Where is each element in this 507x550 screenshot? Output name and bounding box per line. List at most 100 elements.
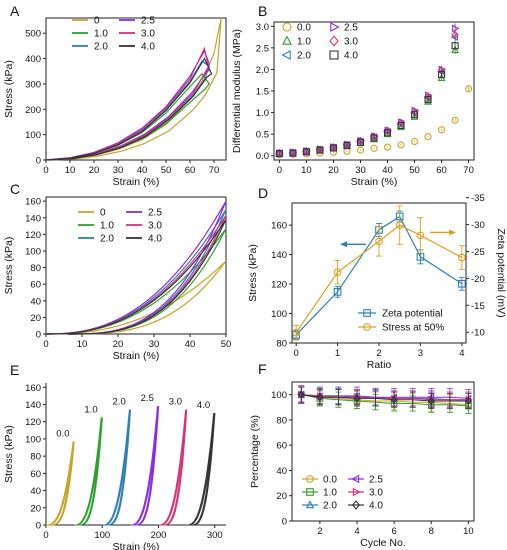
data-point <box>375 237 383 246</box>
panel-label: D <box>258 185 268 201</box>
legend-label: 2.5 <box>369 475 383 486</box>
data-point <box>458 279 466 288</box>
data-point-4.0 <box>302 148 310 156</box>
y-tick-label: 20 <box>30 503 41 514</box>
legend-label: 1.0 <box>100 221 114 232</box>
x-tick-label: 50 <box>221 339 232 350</box>
x-axis-label: Strain (%) <box>113 350 160 362</box>
x-tick-label: 40 <box>185 339 196 350</box>
legend-marker <box>330 22 340 32</box>
y-tick-label: 160 <box>25 197 41 208</box>
data-point-4.0 <box>316 392 324 402</box>
x-axis-label: Strain (%) <box>113 541 160 550</box>
x-tick-label: 8 <box>429 526 434 537</box>
data-point-4.0 <box>370 134 378 142</box>
y-tick-label: 100 <box>25 130 41 141</box>
series-loop-2.5 <box>45 200 227 335</box>
data-point-0.0 <box>424 133 432 141</box>
x-tick-label: 0 <box>43 165 48 176</box>
data-point <box>395 221 404 229</box>
y2-axis-label: Zeta potential (mV) <box>495 228 507 317</box>
cycle-loop-1.0 <box>75 417 103 526</box>
legend-label: Zeta potential <box>382 309 443 320</box>
series-line-0.0 <box>301 394 469 406</box>
y2-tick-label: -20 <box>471 274 485 285</box>
plot-frame <box>291 381 475 522</box>
legend-marker <box>282 35 292 45</box>
data-point <box>416 231 425 240</box>
legend-label: 0 <box>100 208 106 219</box>
data-point-4.0 <box>383 129 392 137</box>
data-point-3.0 <box>451 30 459 40</box>
y-tick-label: 1.5 <box>256 87 269 98</box>
x-tick-label: 30 <box>113 165 124 176</box>
series-loop-4.0 <box>45 219 227 335</box>
y-tick-label: 80 <box>30 263 41 274</box>
y-tick-label: 140 <box>271 250 287 261</box>
cycle-loop-2.5 <box>131 406 160 526</box>
series-loop-0 <box>46 260 227 335</box>
y-tick-label: 60 <box>30 469 41 480</box>
legend-label: 3.0 <box>148 221 162 232</box>
panel-e: 0 100 200 300 0 20 40 60 80 100 120 140 160 Strain (%… <box>3 362 226 550</box>
cycle-loop-4.0 <box>188 413 216 526</box>
y2-tick-label: -35 <box>471 193 485 204</box>
data-point-4.0 <box>343 141 351 149</box>
series-loop-2.0 <box>45 209 227 335</box>
data-point-4.0 <box>451 42 459 50</box>
legend-label: 0.0 <box>323 475 337 486</box>
y-tick-label: 160 <box>25 383 41 394</box>
panel-c: 0 10 20 30 40 50 0 20 40 60 80 100 120 140 160 Strain (… <box>3 181 231 362</box>
y-tick-label: 140 <box>25 213 41 224</box>
legend-label: 0.0 <box>297 23 311 34</box>
x-tick-label: 30 <box>149 339 160 350</box>
plot-frame <box>45 196 227 335</box>
y-tick-label: 3.0 <box>256 22 269 33</box>
y-tick-label: 0 <box>282 517 287 528</box>
y2-tick-label: -10 <box>471 328 485 339</box>
y-axis-label: Percentage (%) <box>249 415 261 488</box>
y-tick-label: 20 <box>276 491 287 502</box>
legend-label: 3.0 <box>141 29 155 40</box>
x-tick-label: 1 <box>335 348 340 359</box>
arrowhead-right-icon <box>449 229 456 236</box>
y-tick-label: 500 <box>25 29 41 40</box>
y-tick-label: 40 <box>30 486 41 497</box>
legend-label: 1.0 <box>297 37 311 48</box>
x-tick-label: 10 <box>463 526 474 537</box>
legend-label: 4.0 <box>148 234 162 245</box>
x-tick-label: 70 <box>209 165 220 176</box>
x-axis-label: Ratio <box>367 359 392 371</box>
data-point-0.0 <box>410 137 419 146</box>
cycle-loop-3.0 <box>159 409 188 526</box>
y-tick-label: 40 <box>276 466 287 477</box>
data-point <box>333 287 342 296</box>
series-line-2.5 <box>301 394 469 399</box>
x-tick-label: 4 <box>354 526 359 537</box>
panel-label: C <box>10 181 20 197</box>
legend-marker <box>363 323 371 331</box>
data-point-4.0 <box>438 71 446 79</box>
legend-label: 2.0 <box>94 42 108 53</box>
x-axis-label: Strain (%) <box>113 176 160 188</box>
y-tick-label: 60 <box>30 280 41 291</box>
y-tick-label: 200 <box>25 105 41 116</box>
x-tick-label: 20 <box>89 165 100 176</box>
legend-marker <box>305 500 315 509</box>
y-tick-label: 1.0 <box>256 108 269 119</box>
y-tick-label: 40 <box>30 296 41 307</box>
data-point-4.0 <box>316 146 324 154</box>
y-axis-label: Differential modulus (MPa) <box>231 29 243 153</box>
y-tick-label: 0 <box>36 156 41 167</box>
y-axis-label: Stress (kPa) <box>247 244 259 302</box>
y-tick-label: 0.5 <box>256 130 269 141</box>
data-point-1.0 <box>424 97 432 105</box>
y-tick-label: 80 <box>276 339 287 350</box>
data-label: 2.5 <box>141 393 154 404</box>
data-label: 3.0 <box>169 397 182 408</box>
data-point-4.0 <box>410 111 419 119</box>
data-point <box>292 328 300 337</box>
y2-tick-label: -25 <box>471 247 485 258</box>
y-tick-label: 0.0 <box>256 151 269 162</box>
